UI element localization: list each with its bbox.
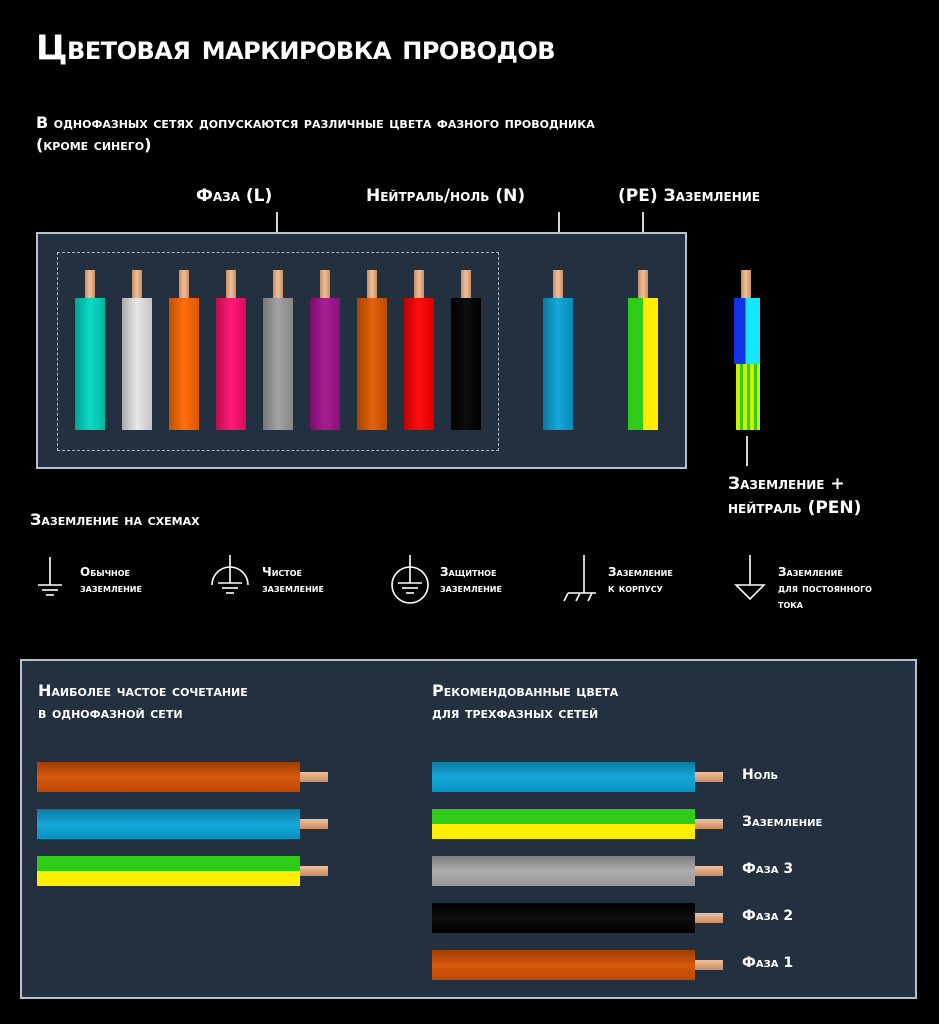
symbol-label-protective: Защитное заземление — [440, 565, 502, 595]
subtitle-line-1: В однофазных сетях допускаются различные… — [36, 113, 595, 132]
phase-wire-core — [414, 270, 424, 298]
pen-leader-line — [746, 436, 748, 466]
pen-core — [741, 270, 751, 298]
phase-wire-core — [273, 270, 283, 298]
grounding-title: Заземление на схемах — [30, 510, 200, 529]
symbol-label-ordinary: Обычное заземление — [80, 565, 142, 595]
label-phase: Фаза (L) — [196, 186, 273, 206]
horizontal-wire — [37, 809, 300, 839]
phase-wire — [310, 298, 340, 430]
horizontal-wire — [432, 762, 695, 792]
subtitle-line-2: (кроме синего) — [36, 135, 152, 154]
phase-wire-core — [367, 270, 377, 298]
neutral-wire — [543, 298, 573, 430]
phase-wire — [216, 298, 246, 430]
clean-ground-icon — [211, 555, 249, 594]
phase-wire-core — [132, 270, 142, 298]
wire-core — [300, 866, 328, 876]
wire-core — [300, 819, 328, 829]
phase-wire-core — [320, 270, 330, 298]
wire-core — [695, 913, 723, 923]
phase-wire — [75, 298, 105, 430]
horizontal-wire — [432, 950, 695, 980]
pen-label-line-2: нейтраль (PEN) — [728, 498, 862, 518]
label-pe: (PE) Заземление — [618, 186, 761, 206]
symbol-label-chassis: Заземление к корпусу — [608, 565, 673, 595]
symbol-label-clean: Чистое заземление — [262, 565, 324, 595]
horizontal-wire — [37, 762, 300, 792]
pen-wire-bottom — [736, 364, 760, 430]
phase-wire-core — [226, 270, 236, 298]
phase-wire — [357, 298, 387, 430]
label-neutral: Нейтраль/ноль (N) — [366, 186, 526, 206]
symbol-label-dc: Заземление для постоянного тока — [778, 565, 872, 611]
pe-wire — [628, 298, 658, 430]
three-phase-title: Рекомендованные цвета для трехфазных сет… — [432, 681, 619, 722]
phase-wire — [451, 298, 481, 430]
three-phase-wire-label: Фаза 2 — [742, 908, 794, 924]
wire-core — [695, 772, 723, 782]
pe-core — [638, 270, 648, 298]
wire-core — [695, 819, 723, 829]
dc-ground-icon — [734, 555, 766, 601]
chassis-ground-icon — [563, 555, 596, 602]
three-phase-wire-label: Ноль — [742, 767, 779, 783]
horizontal-wire — [432, 809, 695, 839]
single-phase-title: Наиболее частое сочетание в однофазной с… — [38, 681, 248, 722]
protective-ground-icon — [391, 555, 429, 604]
three-phase-wire-label: Заземление — [742, 814, 823, 830]
page-title: Цветовая маркировка проводов — [36, 28, 556, 68]
pen-wire-top — [734, 298, 760, 364]
pen-label: Заземление + нейтраль (PEN) — [728, 472, 861, 520]
phase-wire-core — [461, 270, 471, 298]
phase-wire — [169, 298, 199, 430]
wire-core — [695, 960, 723, 970]
phase-group-box — [57, 252, 499, 451]
phase-wire-core — [85, 270, 95, 298]
ground-icon — [38, 557, 62, 596]
phase-wire — [122, 298, 152, 430]
pen-label-line-1: Заземление + — [728, 474, 845, 494]
wire-core — [300, 772, 328, 782]
phase-wire — [263, 298, 293, 430]
phase-wire — [404, 298, 434, 430]
page-subtitle: В однофазных сетях допускаются различные… — [36, 112, 916, 156]
three-phase-wire-label: Фаза 3 — [742, 861, 794, 877]
neutral-core — [553, 270, 563, 298]
phase-wire-core — [179, 270, 189, 298]
horizontal-wire — [432, 903, 695, 933]
horizontal-wire — [37, 856, 300, 886]
three-phase-wire-label: Фаза 1 — [742, 955, 794, 971]
horizontal-wire — [432, 856, 695, 886]
wire-core — [695, 866, 723, 876]
